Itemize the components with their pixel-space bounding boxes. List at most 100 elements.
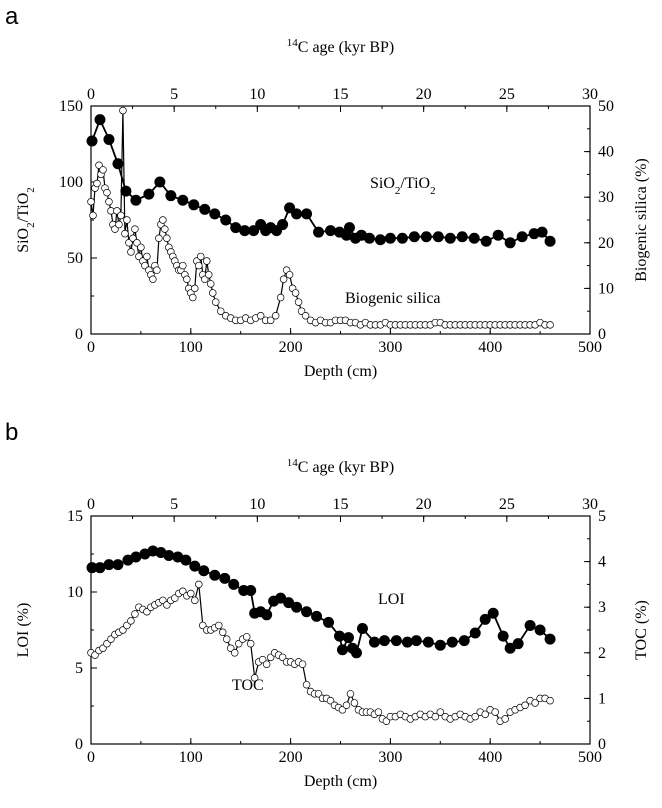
data-point <box>177 194 189 206</box>
series-1 <box>87 580 554 725</box>
series-0 <box>86 114 556 249</box>
data-point <box>536 226 548 238</box>
data-point <box>86 135 98 147</box>
top-x-tick-label: 0 <box>87 496 95 513</box>
data-point <box>179 261 187 270</box>
panel-letter: a <box>5 3 19 30</box>
label-part: C age (kyr BP) <box>298 459 394 476</box>
y-left-tick-label: 100 <box>59 174 83 191</box>
data-point <box>112 559 124 571</box>
data-point <box>521 701 529 709</box>
top-x-tick-label: 20 <box>416 86 432 103</box>
data-point <box>131 610 139 618</box>
y-left-tick-label: 15 <box>67 508 83 525</box>
data-point <box>444 232 456 244</box>
data-point <box>524 619 536 631</box>
data-point <box>497 630 509 642</box>
data-point <box>93 179 101 188</box>
data-point <box>346 690 355 698</box>
data-point <box>89 211 97 220</box>
data-point <box>187 589 195 598</box>
x-tick-label: 100 <box>179 339 203 356</box>
data-point <box>302 680 311 689</box>
data-point <box>219 572 231 584</box>
data-point <box>434 639 446 651</box>
top-x-tick-label: 0 <box>87 86 95 103</box>
data-point <box>431 712 440 721</box>
data-point <box>420 231 432 243</box>
data-point <box>544 633 556 645</box>
data-point <box>115 220 123 229</box>
y-left-tick-label: 50 <box>67 250 83 267</box>
data-point <box>94 114 106 126</box>
data-point <box>250 674 259 682</box>
data-point <box>313 226 325 238</box>
data-point <box>161 225 169 233</box>
top-x-tick-label: 15 <box>333 496 349 513</box>
x-tick-label: 100 <box>179 749 203 766</box>
subscript: 2 <box>25 222 37 228</box>
data-point <box>248 225 260 237</box>
data-point <box>436 708 445 716</box>
label-part: C age (kyr BP) <box>298 39 394 56</box>
x-tick-label: 200 <box>279 339 303 356</box>
y-left-tick-label: 150 <box>59 98 83 115</box>
x-axis-label: Depth (cm) <box>304 363 377 380</box>
top-x-tick-label: 25 <box>499 86 515 103</box>
data-point <box>325 225 337 237</box>
data-point <box>207 280 215 288</box>
y-right-tick-label: 1 <box>598 690 606 707</box>
superscript: 14 <box>287 37 299 49</box>
data-point <box>230 649 239 657</box>
y-left-axis-label: LOI (%) <box>15 603 32 658</box>
data-point <box>199 203 211 215</box>
data-point <box>546 321 554 329</box>
data-point <box>121 229 129 238</box>
data-point <box>120 185 132 197</box>
data-point <box>198 565 210 577</box>
data-point <box>214 621 223 630</box>
data-point <box>301 606 313 618</box>
x-tick-label: 200 <box>279 749 303 766</box>
data-point <box>155 234 163 242</box>
data-point <box>195 261 203 270</box>
y-right-tick-label: 30 <box>598 189 614 206</box>
data-point <box>143 188 155 200</box>
data-point <box>242 633 251 641</box>
data-point <box>480 235 492 247</box>
data-point <box>301 312 310 320</box>
data-point <box>256 312 265 320</box>
data-point <box>276 293 285 302</box>
data-point <box>154 176 166 188</box>
y-right-axis-label: TOC (%) <box>633 600 650 660</box>
panel-letter: b <box>5 419 18 446</box>
data-point <box>342 701 351 709</box>
data-point <box>374 708 383 716</box>
y-right-tick-label: 3 <box>598 599 606 616</box>
data-point <box>271 312 280 320</box>
data-point <box>334 630 346 642</box>
data-point <box>374 234 386 246</box>
series-label: LOI <box>378 591 405 608</box>
data-point <box>228 578 240 590</box>
data-point <box>487 607 499 619</box>
data-point <box>301 208 313 220</box>
data-point <box>137 243 145 252</box>
series-label: SiO2/TiO2 <box>370 175 436 197</box>
data-point <box>191 596 199 605</box>
data-point <box>458 635 470 647</box>
data-point <box>127 248 135 256</box>
data-point <box>396 232 408 244</box>
top-x-tick-label: 25 <box>499 496 515 513</box>
y-left-axis-label: SiO2/TiO2 <box>15 187 37 253</box>
data-point <box>218 628 227 637</box>
data-point <box>544 235 556 247</box>
y-right-tick-label: 10 <box>598 280 614 297</box>
label-part: /TiO <box>400 175 430 192</box>
data-point <box>189 293 197 302</box>
data-point <box>209 289 217 297</box>
label-part: SiO <box>15 228 32 253</box>
data-point <box>350 699 359 707</box>
